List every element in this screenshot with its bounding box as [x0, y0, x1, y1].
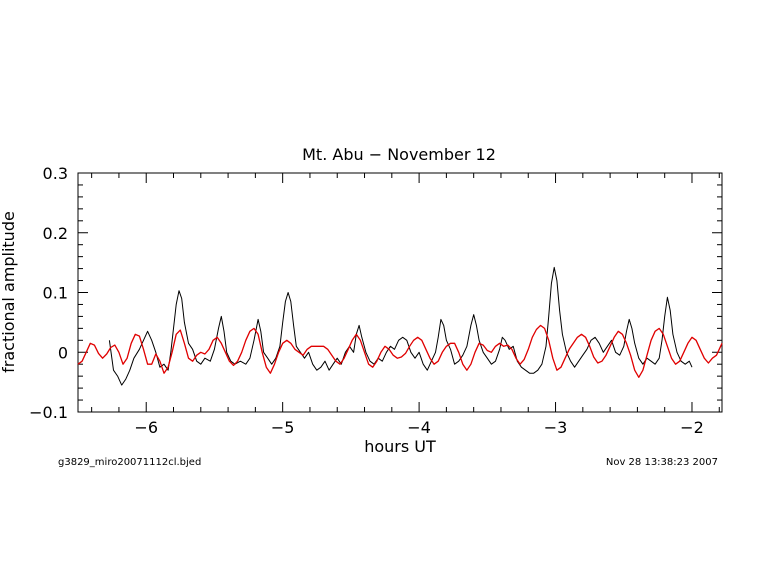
x-tick-label: −5	[271, 418, 295, 437]
y-tick-label: −0.1	[29, 403, 68, 422]
chart-title: Mt. Abu − November 12	[302, 145, 496, 164]
x-tick-labels: −6 −5 −4 −3 −2	[134, 418, 703, 437]
x-axis-label: hours UT	[364, 437, 436, 456]
x-tick-label: −4	[407, 418, 431, 437]
y-tick-labels: −0.1 0 0.1 0.2 0.3	[29, 164, 68, 422]
series-lines	[77, 266, 723, 386]
y-tick-label: 0.3	[43, 164, 68, 183]
x-tick-label: −3	[544, 418, 568, 437]
y-tick-label: 0.2	[43, 224, 68, 243]
x-tick-label: −2	[680, 418, 704, 437]
x-tick-label: −6	[134, 418, 158, 437]
y-tick-label: 0.1	[43, 284, 68, 303]
axis-ticks	[78, 172, 722, 413]
series-line-2	[77, 324, 723, 378]
y-axis-label: fractional amplitude	[0, 211, 18, 373]
footer-filename: g3829_miro20071112cl.bjed	[58, 457, 201, 468]
y-tick-label: 0	[58, 343, 68, 362]
plot-frame	[77, 172, 723, 413]
series-line-1	[108, 266, 693, 386]
footer-timestamp: Nov 28 13:38:23 2007	[606, 457, 718, 468]
